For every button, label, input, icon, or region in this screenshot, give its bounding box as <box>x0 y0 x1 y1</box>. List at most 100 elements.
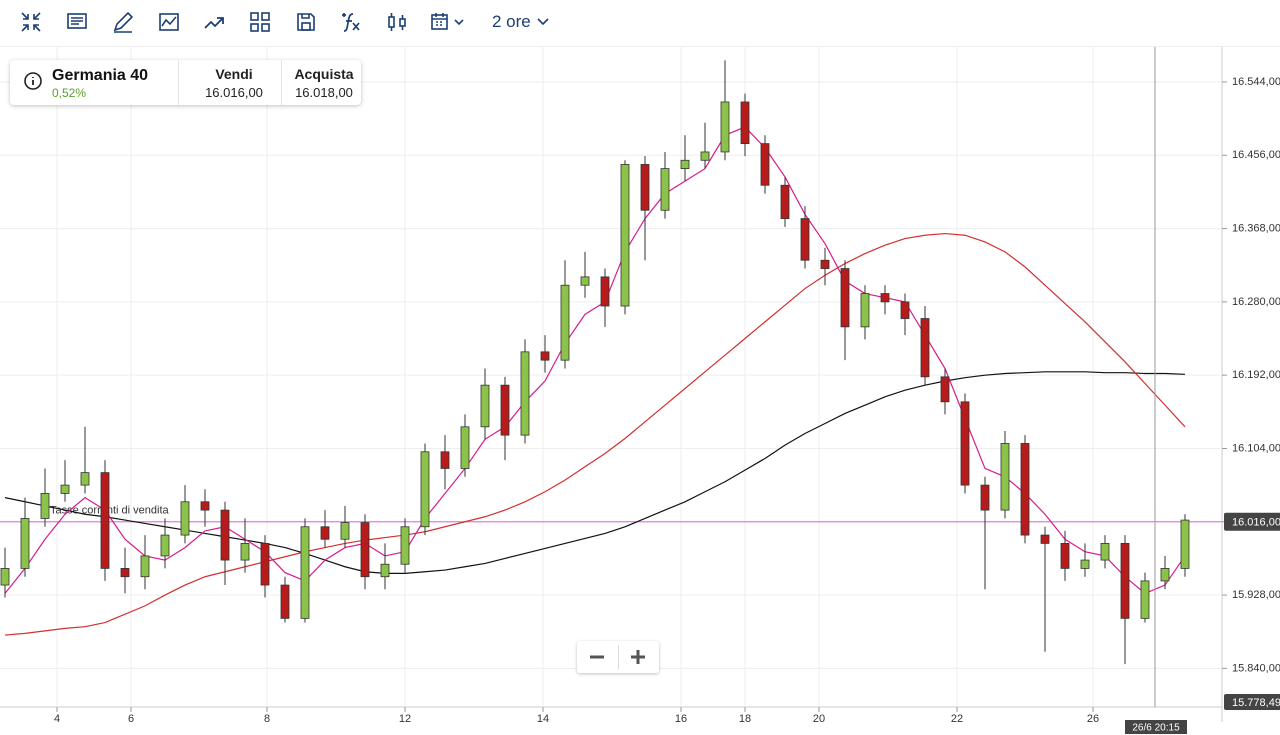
candle-body <box>100 472 110 569</box>
timeframe-chevron[interactable] <box>536 16 550 28</box>
candle-body <box>620 164 630 307</box>
timeframe[interactable]: 2 ore <box>492 12 531 31</box>
x-tick-label: 8 <box>264 713 270 725</box>
candle-body <box>1060 543 1070 569</box>
y-tick-label: 16.456,00 <box>1232 149 1280 161</box>
candle-body <box>1000 443 1010 511</box>
y-cursor-label: 15.778,49 <box>1232 697 1280 709</box>
candle-body <box>120 568 130 578</box>
x-tick-label: 12 <box>399 713 411 725</box>
y-tick-label: 16.280,00 <box>1232 296 1280 308</box>
draw-icon[interactable] <box>112 11 134 33</box>
candle-body <box>440 451 450 469</box>
candle-body <box>1160 568 1170 582</box>
candle-type-icon[interactable] <box>386 11 408 33</box>
candle-body <box>240 543 250 561</box>
y-tick-label: 16.192,00 <box>1232 369 1280 381</box>
x-tick-label: 6 <box>128 713 134 725</box>
candle-body <box>720 101 730 153</box>
candle-body <box>460 426 470 469</box>
instrument-name: Germania 40 <box>52 67 149 84</box>
candle-body <box>780 184 790 219</box>
candle-body <box>1020 443 1030 536</box>
candle-body <box>540 351 550 361</box>
y-tick-label: 16.544,00 <box>1232 76 1280 88</box>
buy-price: 16.018,00 <box>295 85 353 100</box>
candle-body <box>700 151 710 161</box>
sell-label: Vendi <box>215 66 253 82</box>
candle-body <box>420 451 430 528</box>
candle-body <box>560 284 570 361</box>
candle-body <box>940 376 950 403</box>
instrument-change: 0,52% <box>52 86 87 100</box>
x-tick-label: 22 <box>951 713 963 725</box>
zoom-in[interactable] <box>628 647 648 667</box>
x-tick-label: 4 <box>54 713 60 725</box>
y-tick-label: 16.368,00 <box>1232 222 1280 234</box>
y-tick-label: 16.104,00 <box>1232 442 1280 454</box>
candle-body <box>320 526 330 540</box>
separator <box>281 60 282 105</box>
candle-body <box>640 164 650 211</box>
candle-body <box>180 501 190 536</box>
function-icon[interactable] <box>340 11 362 33</box>
collapse-icon[interactable] <box>20 11 42 33</box>
candle-body <box>660 168 670 211</box>
sell-col[interactable]: Vendi 16.016,00 <box>188 66 280 100</box>
candle-body <box>260 543 270 586</box>
candle-body <box>580 276 590 286</box>
candle-body <box>1180 519 1190 569</box>
candle-body <box>1080 559 1090 569</box>
x-tick-label: 20 <box>813 713 825 725</box>
candle-body <box>840 268 850 328</box>
candle-body <box>1120 543 1130 619</box>
crosshair-label: 26/6 20:15 <box>1132 723 1180 734</box>
save-icon[interactable] <box>295 11 317 33</box>
instrument-box: Germania 40 0,52% Vendi 16.016,00 Acquist… <box>10 60 361 105</box>
candle-body <box>80 472 90 486</box>
candle-body <box>1100 543 1110 561</box>
trend-icon[interactable] <box>203 11 225 33</box>
candle-body <box>1040 534 1050 544</box>
buy-label: Acquista <box>294 66 354 82</box>
candle-body <box>480 384 490 428</box>
y-tick-label: 15.840,00 <box>1232 662 1280 674</box>
notes-icon[interactable] <box>66 11 88 33</box>
candle-body <box>360 522 370 578</box>
candle-body <box>960 401 970 486</box>
sell-price: 16.016,00 <box>205 85 263 100</box>
info-icon[interactable] <box>24 72 42 90</box>
layout-icon[interactable] <box>249 11 271 33</box>
candle-body <box>60 484 70 494</box>
candle-body <box>680 159 690 170</box>
candle-body <box>820 259 830 269</box>
x-tick-label: 16 <box>675 713 687 725</box>
candle-body <box>980 484 990 511</box>
candle-body <box>800 218 810 261</box>
crosshair-tag <box>1125 720 1187 734</box>
candle-body <box>280 584 290 619</box>
y-tick-label: 15.928,00 <box>1232 589 1280 601</box>
zoom-out[interactable] <box>587 649 607 665</box>
candle-body <box>880 293 890 303</box>
x-tick-label: 26 <box>1087 713 1099 725</box>
candle-body <box>0 568 10 586</box>
candle-body <box>20 518 30 569</box>
candle-body <box>760 143 770 186</box>
buy-col[interactable]: Acquista 16.018,00 <box>282 66 366 100</box>
toolbar: 2 ore <box>0 0 1280 47</box>
calendar-icon[interactable] <box>430 11 466 33</box>
candle-body <box>300 526 310 619</box>
candle-body <box>220 509 230 561</box>
indicator-icon[interactable] <box>158 11 180 33</box>
candle-body <box>200 501 210 511</box>
candle-body <box>40 493 50 519</box>
candle-body <box>1140 580 1150 619</box>
average-line <box>4 126 1186 595</box>
candle-body <box>740 101 750 145</box>
y-cursor-tag <box>1224 694 1280 710</box>
separator <box>178 60 179 105</box>
zoom-controls <box>577 641 659 673</box>
